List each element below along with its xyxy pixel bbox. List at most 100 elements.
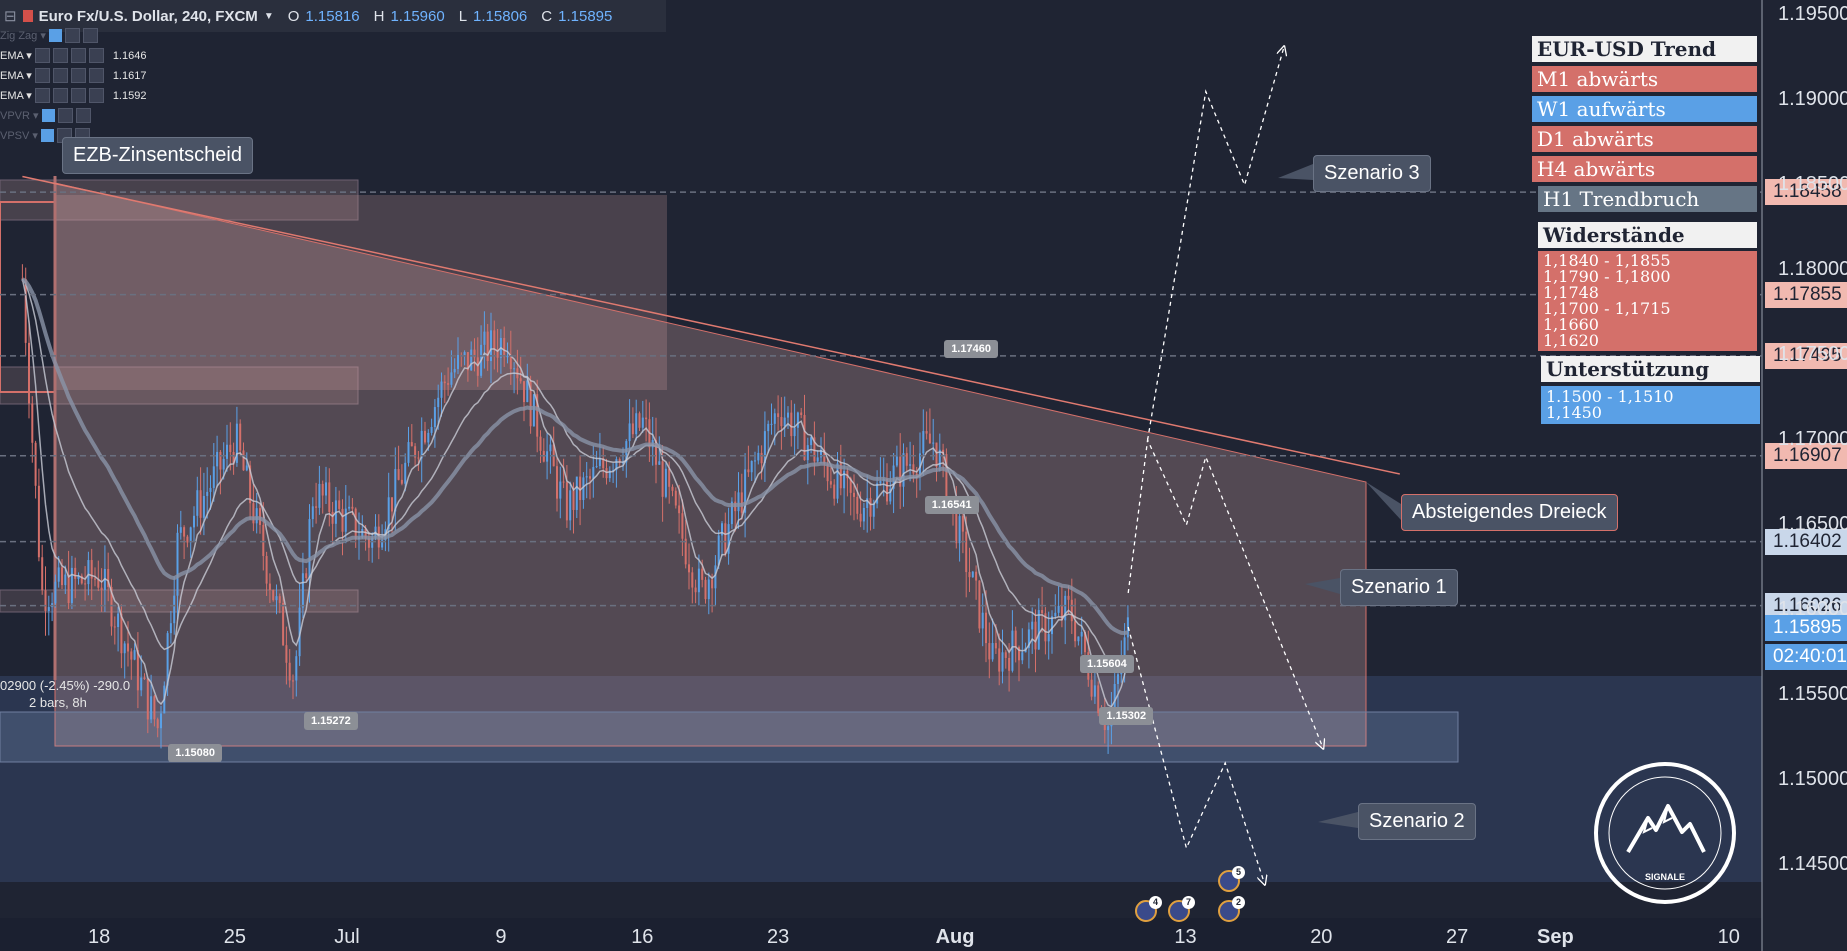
symbol-header[interactable]: ⊟ Euro Fx/U.S. Dollar, 240, FXCM ▼ O 1.15…: [0, 0, 666, 32]
candle: [526, 363, 529, 403]
szenario2-path: [1127, 626, 1264, 882]
dreieck-callout[interactable]: Absteigendes Dreieck: [1401, 494, 1618, 531]
price-badge: 02:40:01: [1765, 643, 1847, 670]
candle-body: [120, 613, 123, 654]
indicator-row[interactable]: EMA ▾ 1.1646: [0, 48, 146, 63]
candle-body: [169, 623, 172, 634]
candle-body: [216, 451, 219, 467]
collapse-icon[interactable]: ⊟: [4, 8, 17, 25]
indicator-name[interactable]: VPSV ▾: [0, 130, 38, 142]
x-tick-label: 25: [223, 926, 247, 948]
indicator-action-icon[interactable]: [88, 88, 104, 103]
candle: [57, 556, 60, 588]
indicator-name[interactable]: Zig Zag ▾: [0, 30, 46, 42]
candle-body: [437, 397, 440, 408]
economic-event-icon[interactable]: 2: [1218, 896, 1245, 922]
indicator-action-icon[interactable]: [70, 68, 86, 83]
indicator-action-icon[interactable]: [88, 48, 104, 63]
candle: [136, 632, 139, 709]
szenario3-callout[interactable]: Szenario 3: [1313, 155, 1431, 192]
candle-body: [506, 355, 509, 358]
szenario1-callout[interactable]: Szenario 1: [1340, 569, 1458, 606]
economic-event-icon[interactable]: 7: [1168, 896, 1195, 922]
indicator-row[interactable]: VPVR ▾: [0, 108, 91, 123]
candle: [321, 480, 324, 514]
visibility-icon[interactable]: [34, 68, 50, 83]
event-count: 4: [1149, 896, 1162, 909]
indicator-action-icon[interactable]: [52, 48, 68, 63]
indicator-action-icon[interactable]: [64, 28, 80, 43]
candle: [793, 403, 796, 455]
candle-body: [978, 580, 981, 629]
candle: [727, 507, 730, 565]
candle: [176, 524, 179, 620]
candle-body: [77, 575, 80, 579]
indicator-row[interactable]: EMA ▾ 1.1617: [0, 68, 146, 83]
support-zone: [0, 676, 1762, 882]
visibility-icon[interactable]: [48, 29, 62, 42]
candle-body: [707, 579, 710, 600]
candle: [602, 446, 605, 478]
visibility-icon[interactable]: [41, 109, 55, 122]
candle: [1097, 681, 1100, 717]
economic-event-icon[interactable]: 4: [1135, 896, 1162, 922]
candle: [889, 471, 892, 505]
candle: [272, 589, 275, 602]
candle-body: [1070, 599, 1073, 622]
candle: [41, 544, 44, 595]
ezb-callout[interactable]: EZB-Zinsentscheid: [62, 137, 253, 174]
candle-body: [536, 394, 539, 437]
indicator-name[interactable]: EMA ▾: [0, 50, 32, 62]
indicator-action-icon[interactable]: [52, 68, 68, 83]
ezb-zone: [55, 195, 667, 390]
visibility-icon[interactable]: [40, 129, 54, 142]
candle-body: [90, 560, 93, 579]
indicator-action-icon[interactable]: [82, 28, 98, 43]
indicator-name[interactable]: EMA ▾: [0, 70, 32, 82]
candle: [84, 566, 87, 601]
candle: [935, 442, 938, 482]
indicator-action-icon[interactable]: [70, 48, 86, 63]
candle: [209, 475, 212, 510]
indicator-action-icon[interactable]: [57, 108, 73, 123]
candle: [608, 466, 611, 482]
symbol-title[interactable]: Euro Fx/U.S. Dollar, 240, FXCM: [38, 7, 258, 25]
chevron-down-icon[interactable]: ▼: [263, 10, 274, 22]
candle-body: [364, 528, 367, 539]
x-tick-label: 18: [88, 926, 111, 948]
indicator-action-icon[interactable]: [75, 108, 91, 123]
candle: [407, 426, 410, 467]
high-label: H: [373, 7, 385, 25]
candle-body: [74, 567, 77, 579]
visibility-icon[interactable]: [34, 88, 50, 103]
indicator-action-icon[interactable]: [70, 88, 86, 103]
candle-body: [146, 678, 149, 720]
candle: [688, 543, 690, 590]
candle-body: [338, 500, 341, 509]
candle: [64, 565, 67, 595]
trend-row: H1 Trendbruch: [1538, 186, 1757, 212]
candle-body: [919, 453, 921, 476]
candle: [288, 649, 291, 688]
indicator-action-icon[interactable]: [88, 68, 104, 83]
swing-label: 1.15302: [1099, 706, 1154, 725]
indicator-row[interactable]: Zig Zag ▾: [0, 28, 98, 43]
candle-body: [701, 568, 704, 580]
indicator-name[interactable]: EMA ▾: [0, 90, 32, 102]
visibility-icon[interactable]: [34, 48, 50, 63]
candle: [226, 424, 228, 472]
candle: [1107, 721, 1110, 754]
candle: [391, 497, 393, 533]
resistance-level: 1,1840 - 1,1855: [1543, 251, 1671, 270]
indicator-action-icon[interactable]: [52, 88, 68, 103]
indicator-name[interactable]: VPVR ▾: [0, 110, 39, 122]
indicator-row[interactable]: EMA ▾ 1.1592: [0, 88, 146, 103]
candle-body: [262, 524, 265, 556]
candle: [919, 432, 921, 491]
candle-body: [582, 477, 585, 500]
candle-body: [721, 523, 723, 536]
candle-body: [117, 613, 120, 628]
candle: [750, 460, 753, 481]
szenario2-callout[interactable]: Szenario 2: [1358, 803, 1476, 840]
economic-event-icon[interactable]: 5: [1218, 866, 1245, 892]
